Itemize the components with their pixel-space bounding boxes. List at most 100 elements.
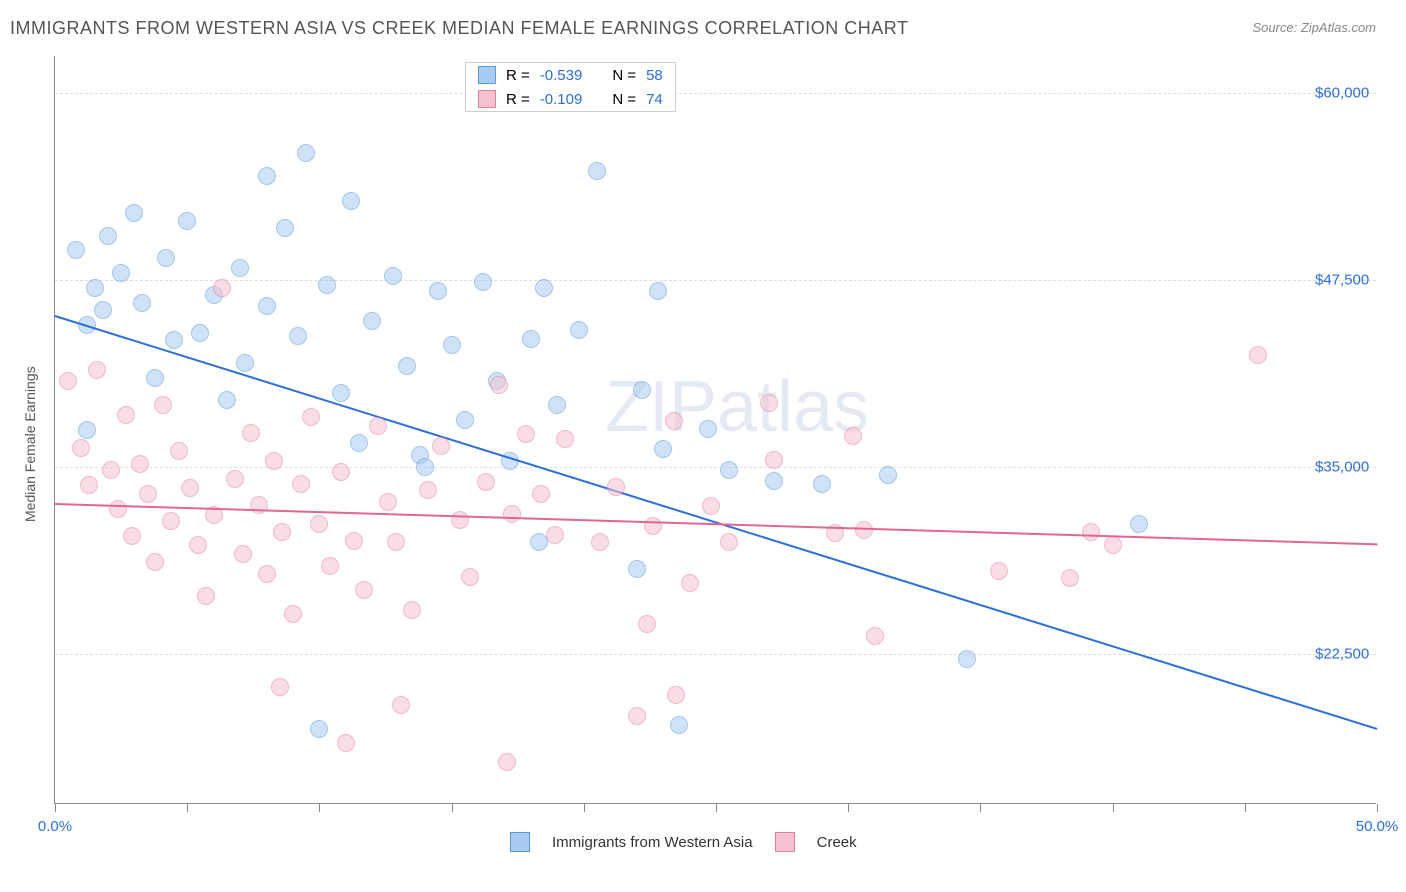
r-value: -0.539 (540, 67, 583, 84)
scatter-marker (258, 565, 276, 583)
scatter-marker (218, 391, 236, 409)
scatter-marker (321, 557, 339, 575)
scatter-marker (681, 574, 699, 592)
scatter-marker (165, 331, 183, 349)
scatter-marker (123, 527, 141, 545)
scatter-marker (419, 481, 437, 499)
scatter-marker (379, 493, 397, 511)
scatter-marker (236, 354, 254, 372)
chart-title: IMMIGRANTS FROM WESTERN ASIA VS CREEK ME… (10, 18, 908, 39)
scatter-marker (337, 734, 355, 752)
scatter-marker (548, 396, 566, 414)
scatter-marker (477, 473, 495, 491)
scatter-marker (403, 601, 421, 619)
x-tick-mark (716, 804, 717, 812)
x-tick-mark (187, 804, 188, 812)
scatter-marker (628, 560, 646, 578)
scatter-marker (813, 475, 831, 493)
scatter-marker (226, 470, 244, 488)
scatter-marker (760, 394, 778, 412)
scatter-marker (765, 472, 783, 490)
scatter-marker (546, 526, 564, 544)
plot-area: $22,500$35,000$47,500$60,0000.0%50.0%ZIP… (54, 56, 1376, 804)
scatter-marker (429, 282, 447, 300)
n-value: 74 (646, 91, 663, 108)
scatter-marker (607, 478, 625, 496)
gridline (55, 467, 1376, 468)
n-label: N = (612, 91, 636, 108)
scatter-marker (297, 144, 315, 162)
scatter-marker (670, 716, 688, 734)
scatter-marker (112, 264, 130, 282)
legend-label: Immigrants from Western Asia (552, 834, 753, 851)
legend-swatch (775, 832, 795, 852)
scatter-marker (345, 532, 363, 550)
scatter-marker (456, 411, 474, 429)
legend-label: Creek (817, 834, 857, 851)
scatter-marker (109, 500, 127, 518)
scatter-marker (503, 505, 521, 523)
scatter-marker (139, 485, 157, 503)
scatter-marker (1104, 536, 1122, 554)
scatter-marker (125, 204, 143, 222)
scatter-marker (162, 512, 180, 530)
stat-swatch (478, 66, 496, 84)
scatter-marker (416, 458, 434, 476)
scatter-marker (78, 421, 96, 439)
scatter-marker (556, 430, 574, 448)
scatter-marker (197, 587, 215, 605)
x-tick-mark (1377, 804, 1378, 812)
scatter-marker (649, 282, 667, 300)
scatter-marker (958, 650, 976, 668)
scatter-marker (720, 533, 738, 551)
y-tick-label: $35,000 (1315, 459, 1369, 476)
r-value: -0.109 (540, 91, 583, 108)
scatter-marker (665, 412, 683, 430)
scatter-marker (131, 455, 149, 473)
source-text: Source: ZipAtlas.com (1252, 20, 1376, 35)
scatter-marker (532, 485, 550, 503)
scatter-marker (461, 568, 479, 586)
scatter-marker (86, 279, 104, 297)
scatter-marker (633, 381, 651, 399)
scatter-marker (432, 437, 450, 455)
gridline (55, 93, 1376, 94)
scatter-marker (844, 427, 862, 445)
scatter-marker (191, 324, 209, 342)
scatter-marker (866, 627, 884, 645)
scatter-marker (181, 479, 199, 497)
scatter-marker (258, 167, 276, 185)
scatter-marker (258, 297, 276, 315)
scatter-marker (392, 696, 410, 714)
x-tick-mark (319, 804, 320, 812)
legend: Immigrants from Western Asia Creek (510, 832, 857, 852)
scatter-marker (213, 279, 231, 297)
scatter-marker (146, 369, 164, 387)
y-axis-label: Median Female Earnings (22, 366, 38, 522)
scatter-marker (189, 536, 207, 554)
scatter-marker (667, 686, 685, 704)
scatter-marker (178, 212, 196, 230)
scatter-marker (1249, 346, 1267, 364)
scatter-marker (289, 327, 307, 345)
scatter-marker (644, 517, 662, 535)
scatter-marker (1061, 569, 1079, 587)
scatter-marker (384, 267, 402, 285)
x-tick-mark (980, 804, 981, 812)
stat-swatch (478, 90, 496, 108)
x-tick-mark (55, 804, 56, 812)
scatter-marker (273, 523, 291, 541)
scatter-marker (628, 707, 646, 725)
scatter-marker (588, 162, 606, 180)
y-tick-label: $22,500 (1315, 646, 1369, 663)
x-tick-mark (1245, 804, 1246, 812)
scatter-marker (72, 439, 90, 457)
x-tick-label: 50.0% (1356, 818, 1399, 835)
scatter-marker (517, 425, 535, 443)
scatter-marker (99, 227, 117, 245)
r-label: R = (506, 91, 530, 108)
scatter-marker (154, 396, 172, 414)
scatter-marker (720, 461, 738, 479)
scatter-marker (67, 241, 85, 259)
scatter-marker (133, 294, 151, 312)
